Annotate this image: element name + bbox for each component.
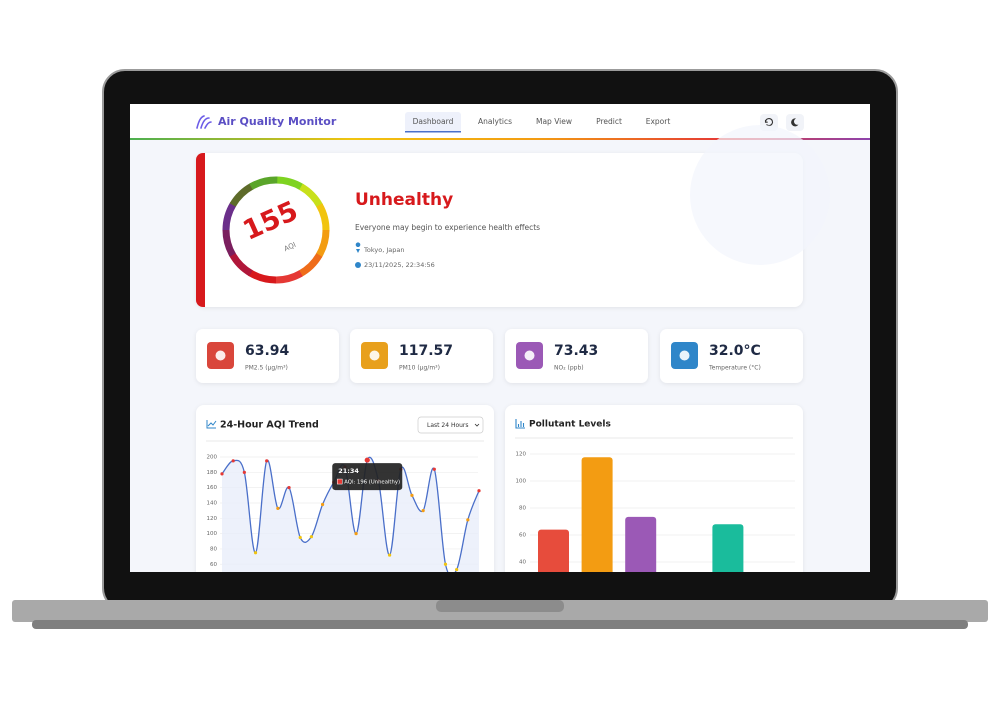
y-tick-label: 60 <box>519 533 526 539</box>
y-tick-label: 40 <box>519 560 526 566</box>
tooltip-text: AQI: 196 (Unhealthy) <box>344 480 400 486</box>
nav-item[interactable]: Dashboard <box>413 117 454 126</box>
hero-decoration <box>690 125 830 265</box>
range-select[interactable] <box>417 416 484 434</box>
trend-point <box>477 489 481 493</box>
laptop-notch <box>436 600 564 612</box>
y-tick-label: 80 <box>519 506 526 512</box>
bar <box>581 457 613 572</box>
trend-title: 24-Hour AQI Trend <box>220 420 319 431</box>
stat-icon-glyph <box>524 350 535 361</box>
select-caret <box>474 423 480 427</box>
bar <box>538 529 569 572</box>
nav: Dashboard Analytics Map View Predict Export <box>405 112 670 133</box>
hero-accent <box>196 153 205 307</box>
y-tick-label: 120 <box>207 516 218 522</box>
stat-label: PM2.5 (µg/m³) <box>245 365 288 372</box>
gauge-segment <box>249 176 278 190</box>
stats: 63.94 PM2.5 (µg/m³) 117.57 PM10 (µg/m³) 73.4… <box>196 329 803 383</box>
trend-icon <box>206 420 217 429</box>
trend-point <box>443 562 448 566</box>
bar <box>712 524 744 572</box>
navbar-accent <box>130 138 870 140</box>
trend-point <box>231 459 235 463</box>
hero-card <box>196 153 803 307</box>
trend-point <box>466 518 470 522</box>
aqi-description: Everyone may begin to experience health … <box>355 223 540 232</box>
trend-point <box>364 457 370 463</box>
tooltip-time: 21:34 <box>338 467 359 475</box>
y-tick-label: 100 <box>516 479 527 485</box>
trend-point <box>287 486 291 490</box>
trend-point <box>354 532 358 536</box>
gauge-face <box>230 184 322 276</box>
trend-point <box>455 568 459 572</box>
trend-point <box>309 535 313 539</box>
stat-label: Temperature (°C) <box>708 365 761 372</box>
trend-area <box>222 457 479 572</box>
location: Tokyo, Japan <box>363 246 404 254</box>
moon-icon <box>791 118 799 127</box>
y-tick-label: 60 <box>210 562 217 568</box>
trend-point <box>388 553 392 557</box>
y-tick-label: 100 <box>207 531 218 537</box>
nav-active-bg <box>405 112 461 132</box>
stat-value: 117.57 <box>399 343 453 359</box>
stat-icon-glyph <box>215 350 226 361</box>
logo-icon <box>196 115 212 129</box>
theme-button[interactable] <box>786 114 804 131</box>
trend-point <box>220 472 224 476</box>
trend-point <box>253 551 258 555</box>
trend-point <box>265 459 269 463</box>
stat-icon-glyph <box>369 350 380 361</box>
refresh-icon <box>764 118 773 127</box>
trend-point <box>320 502 325 507</box>
trend-plot: 60 80 100 120 140 160 180 200 21:34 AQI: 196 (Unh… <box>207 455 481 572</box>
stat-icon-glyph <box>679 350 690 361</box>
y-tick-label: 200 <box>207 455 218 461</box>
trend-line <box>221 456 480 572</box>
bar <box>625 516 657 572</box>
range-select-text: Last 24 Hours <box>427 422 469 429</box>
y-tick-label: 160 <box>207 485 218 491</box>
pollutant-title: Pollutant Levels <box>529 420 611 430</box>
location-icon <box>355 242 361 253</box>
nav-item[interactable]: Predict <box>596 117 622 126</box>
aqi-gauge <box>222 176 330 284</box>
trend-point <box>432 467 436 471</box>
stat-label: PM10 (µg/m³) <box>399 365 440 372</box>
pollutant-icon <box>515 419 525 429</box>
trend-point <box>421 509 425 513</box>
y-tick-label: 180 <box>207 470 218 476</box>
pollutant-plot: 40 60 80 100 120 <box>516 452 795 572</box>
laptop-base-shadow <box>32 620 968 629</box>
timestamp: 23/11/2025, 22:34:56 <box>364 261 435 269</box>
screen: Air Quality Monitor Dashboard Analytics Ma… <box>130 104 870 572</box>
y-tick-label: 140 <box>207 500 218 506</box>
trend-point <box>276 506 280 510</box>
clock-icon <box>355 262 361 268</box>
aqi-category: Unhealthy <box>355 190 453 210</box>
app-title: Air Quality Monitor <box>218 115 337 128</box>
tooltip-swatch <box>337 478 343 485</box>
trend-point <box>410 493 414 497</box>
stat-value: 63.94 <box>245 343 290 359</box>
nav-item[interactable]: Map View <box>536 117 572 126</box>
y-tick-label: 120 <box>516 452 527 458</box>
nav-item[interactable]: Export <box>646 117 671 126</box>
stat-value: 73.43 <box>554 343 598 359</box>
stat-value: 32.0°C <box>709 343 761 359</box>
nav-item[interactable]: Analytics <box>478 117 512 126</box>
trend-point <box>242 470 246 474</box>
nav-active-underline <box>405 131 461 133</box>
trend-point <box>298 535 302 540</box>
stat-label: NO₂ (ppb) <box>554 365 584 372</box>
y-tick-label: 80 <box>210 546 217 552</box>
tooltip <box>332 463 403 491</box>
